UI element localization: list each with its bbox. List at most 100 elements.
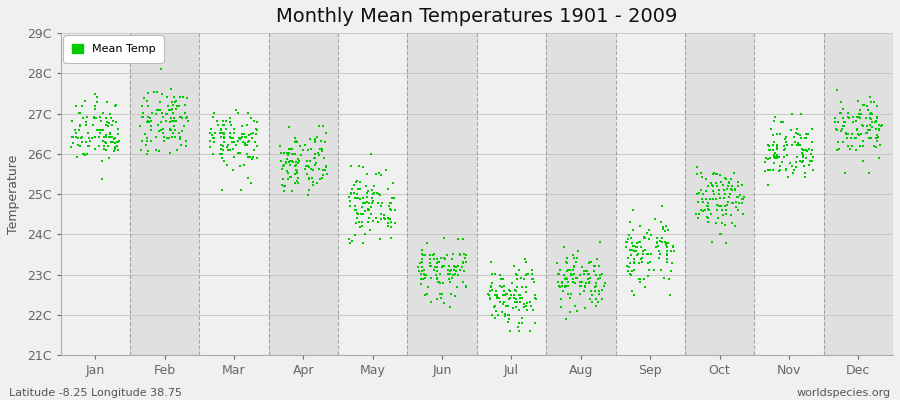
Point (89, 115, 104, 121)
Point (217, 158, 231, 164)
Point (772, 154, 787, 161)
Point (144, 127, 158, 134)
Point (420, 284, 435, 290)
Point (579, 284, 593, 290)
Point (423, 252, 437, 258)
Point (626, 267, 641, 274)
Point (643, 259, 657, 265)
Point (711, 214, 725, 221)
Point (88, 115, 103, 122)
Point (342, 236, 356, 242)
Bar (60, 33, 130, 355)
Point (429, 275, 444, 282)
Point (788, 159, 803, 165)
Point (202, 144, 217, 150)
Point (619, 243, 634, 250)
Point (235, 123, 249, 130)
Point (510, 276, 525, 282)
Point (856, 102, 870, 108)
Point (649, 243, 663, 250)
Point (236, 138, 250, 145)
Point (315, 174, 329, 181)
Point (415, 247, 429, 253)
Point (661, 240, 675, 246)
Point (173, 136, 187, 142)
Point (250, 126, 265, 133)
Point (94, 158, 109, 164)
Point (561, 279, 575, 285)
Point (157, 138, 171, 144)
Point (88, 103, 103, 109)
Point (736, 194, 751, 200)
Point (862, 111, 877, 117)
Point (345, 238, 359, 245)
Point (777, 154, 791, 160)
Point (214, 126, 229, 132)
Point (424, 274, 438, 281)
Point (163, 127, 177, 134)
Point (99, 132, 113, 138)
Point (344, 163, 358, 170)
Point (449, 284, 464, 290)
Point (715, 220, 729, 226)
Point (563, 291, 578, 297)
Point (766, 142, 780, 148)
Point (554, 283, 569, 289)
Point (164, 115, 178, 121)
Point (362, 206, 376, 213)
Point (243, 180, 257, 186)
Point (109, 119, 123, 125)
Point (72, 126, 86, 133)
Point (379, 166, 393, 173)
Point (441, 267, 455, 273)
Point (581, 280, 596, 286)
Point (655, 224, 670, 230)
Point (626, 260, 641, 266)
Point (658, 228, 672, 234)
Point (240, 154, 255, 161)
Point (100, 99, 114, 105)
Point (203, 126, 218, 132)
Point (716, 182, 730, 189)
Point (277, 188, 292, 194)
Point (207, 130, 221, 136)
Point (310, 150, 325, 156)
Point (766, 131, 780, 138)
Point (108, 103, 122, 109)
Point (308, 162, 322, 168)
Point (244, 131, 258, 138)
Point (137, 95, 151, 102)
Point (626, 206, 640, 213)
Point (710, 171, 724, 178)
Point (871, 134, 886, 140)
Point (660, 259, 674, 265)
Point (288, 180, 302, 186)
Point (351, 211, 365, 217)
Point (103, 155, 117, 161)
Point (625, 240, 639, 246)
Point (302, 164, 317, 170)
Point (626, 258, 641, 265)
Point (450, 272, 464, 278)
Point (284, 174, 298, 180)
Point (512, 307, 526, 314)
Point (761, 156, 776, 162)
Point (856, 142, 870, 149)
Point (414, 250, 428, 257)
Point (625, 272, 639, 278)
Point (231, 138, 246, 144)
Point (301, 163, 315, 169)
Point (502, 328, 517, 334)
Point (511, 292, 526, 298)
Point (485, 280, 500, 286)
Point (86, 114, 101, 121)
Point (597, 283, 611, 289)
Point (660, 247, 674, 254)
Point (483, 295, 498, 302)
Point (235, 131, 249, 138)
Point (227, 154, 241, 160)
Point (512, 299, 526, 305)
Point (453, 251, 467, 257)
Point (166, 134, 180, 140)
Point (829, 126, 843, 132)
